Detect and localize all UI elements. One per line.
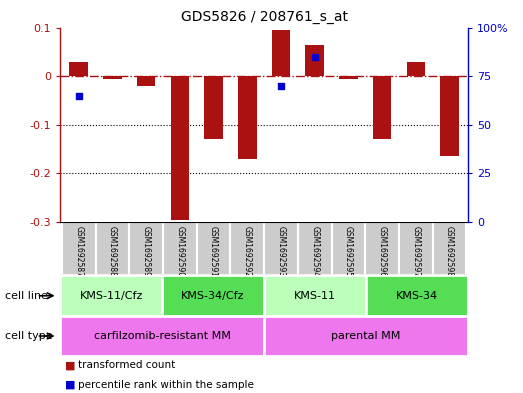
Bar (231, 222, 264, 275)
Bar (399, 222, 433, 275)
Point (277, 83, 285, 89)
Text: GSM1692598: GSM1692598 (445, 226, 454, 277)
Bar (298, 222, 332, 275)
Text: KMS-11: KMS-11 (294, 291, 336, 301)
Text: ■: ■ (65, 380, 76, 390)
Bar (433, 222, 467, 275)
Bar (62, 222, 96, 275)
Text: GSM1692587: GSM1692587 (74, 226, 83, 277)
Bar (163, 222, 197, 275)
Bar (264, 222, 298, 275)
Bar (264, 316, 468, 356)
Text: KMS-34: KMS-34 (396, 291, 438, 301)
Bar (103, 76, 122, 79)
Bar (365, 222, 399, 275)
Bar (96, 222, 129, 275)
Bar (332, 222, 365, 275)
Bar (264, 275, 366, 316)
Bar (60, 316, 264, 356)
Bar (60, 275, 162, 316)
Bar (406, 62, 425, 76)
Text: GSM1692592: GSM1692592 (243, 226, 252, 277)
Bar (162, 275, 264, 316)
Text: carfilzomib-resistant MM: carfilzomib-resistant MM (94, 331, 231, 341)
Text: GSM1692594: GSM1692594 (310, 226, 319, 277)
Bar (366, 275, 468, 316)
Bar (70, 62, 88, 76)
Bar (129, 222, 163, 275)
Text: KMS-11/Cfz: KMS-11/Cfz (79, 291, 143, 301)
Point (74, 92, 83, 99)
Text: cell line: cell line (5, 291, 48, 301)
Text: percentile rank within the sample: percentile rank within the sample (78, 380, 254, 390)
Bar (238, 76, 256, 159)
Bar (197, 222, 231, 275)
Text: GSM1692595: GSM1692595 (344, 226, 353, 277)
Point (108, 0, 117, 2)
Bar (305, 44, 324, 76)
Text: KMS-34/Cfz: KMS-34/Cfz (181, 291, 245, 301)
Bar (272, 30, 290, 76)
Bar (339, 76, 358, 79)
Bar (137, 76, 155, 86)
Text: GSM1692589: GSM1692589 (142, 226, 151, 277)
Bar (170, 76, 189, 220)
Text: GSM1692591: GSM1692591 (209, 226, 218, 277)
Text: cell type: cell type (5, 331, 53, 341)
Text: GSM1692588: GSM1692588 (108, 226, 117, 277)
Bar (440, 76, 459, 156)
Text: parental MM: parental MM (332, 331, 401, 341)
Text: transformed count: transformed count (78, 360, 176, 371)
Text: GSM1692590: GSM1692590 (175, 226, 184, 277)
Bar (373, 76, 391, 140)
Text: GSM1692597: GSM1692597 (411, 226, 420, 277)
Bar (204, 76, 223, 140)
Text: GSM1692593: GSM1692593 (277, 226, 286, 277)
Text: ■: ■ (65, 360, 76, 371)
Title: GDS5826 / 208761_s_at: GDS5826 / 208761_s_at (180, 10, 348, 24)
Point (311, 53, 319, 60)
Text: GSM1692596: GSM1692596 (378, 226, 386, 277)
